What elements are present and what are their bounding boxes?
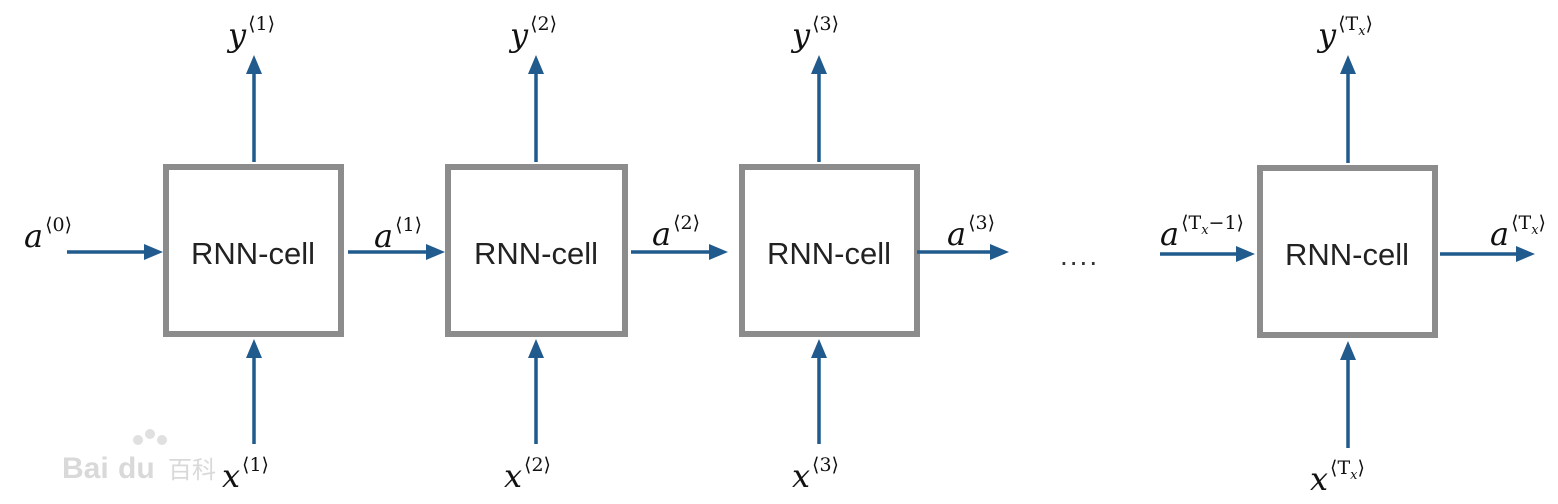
- watermark-paw-icon: [133, 435, 143, 445]
- cell-4: RNN-cell: [1257, 165, 1438, 338]
- hidden-arrow-1: [348, 244, 445, 260]
- label-a0: a ⟨0⟩: [24, 214, 72, 255]
- hidden-arrow-3: [917, 244, 1009, 260]
- watermark-paw-toe-icon: [145, 429, 155, 439]
- watermark-cn: 百科: [168, 456, 216, 484]
- arrow-up-icon: [1340, 341, 1356, 360]
- arrow-up-icon: [246, 339, 262, 358]
- output-arrow-2: [528, 55, 544, 162]
- label-y3: y ⟨3⟩: [790, 13, 839, 54]
- arrow-up-icon: [811, 55, 827, 74]
- cell-1-box: [163, 164, 344, 337]
- watermark-text: Bai: [62, 452, 109, 485]
- output-arrow-1: [246, 55, 262, 162]
- input-arrow-2: [528, 339, 544, 444]
- hidden-arrow-tx-1: [1160, 246, 1255, 262]
- arrow-right-icon: [1516, 246, 1535, 262]
- label-x3: x ⟨3⟩: [792, 454, 839, 495]
- label-y2: y ⟨2⟩: [508, 13, 557, 54]
- label-a3: a ⟨3⟩: [947, 212, 995, 253]
- label-y1: y ⟨1⟩: [226, 13, 275, 54]
- label-a2: a ⟨2⟩: [652, 212, 700, 253]
- ellipsis: ....: [1060, 240, 1099, 271]
- label-xtx: x ⟨Tx⟩: [1310, 457, 1365, 498]
- hidden-arrow-0: [67, 244, 163, 260]
- output-arrow-3: [811, 55, 827, 162]
- arrow-right-icon: [1236, 246, 1255, 262]
- arrow-up-icon: [528, 339, 544, 358]
- cell-3: RNN-cell: [739, 164, 920, 337]
- label-atx-1: a ⟨Tx−1⟩: [1160, 212, 1244, 253]
- arrow-right-icon: [709, 244, 728, 260]
- cell-3-box: [739, 164, 920, 337]
- cell-2-label: RNN-cell: [474, 236, 598, 271]
- label-atx: a ⟨Tx⟩: [1490, 212, 1546, 253]
- input-arrow-1: [246, 339, 262, 444]
- input-arrow-3: [811, 339, 827, 444]
- hidden-arrow-2: [631, 244, 728, 260]
- watermark-paw-text: du: [118, 452, 155, 485]
- cell-4-box: [1257, 165, 1438, 338]
- label-x2: x ⟨2⟩: [504, 454, 551, 495]
- cell-2: RNN-cell: [445, 164, 628, 337]
- arrow-up-icon: [528, 55, 544, 74]
- label-ytx: y ⟨Tx⟩: [1316, 13, 1373, 54]
- arrow-right-icon: [144, 244, 163, 260]
- arrow-up-icon: [1340, 55, 1356, 74]
- cell-4-label: RNN-cell: [1285, 237, 1409, 272]
- arrow-right-icon: [426, 244, 445, 260]
- watermark-paw-toe2-icon: [157, 435, 167, 445]
- label-a1: a ⟨1⟩: [374, 214, 422, 255]
- hidden-arrow-tx: [1440, 246, 1535, 262]
- cell-1-label: RNN-cell: [191, 236, 315, 271]
- cell-3-label: RNN-cell: [767, 236, 891, 271]
- output-arrow-4: [1340, 55, 1356, 163]
- input-arrow-4: [1340, 341, 1356, 448]
- arrow-right-icon: [990, 244, 1009, 260]
- arrow-up-icon: [246, 55, 262, 74]
- label-x1: x ⟨1⟩: [222, 454, 269, 495]
- cell-2-box: [445, 164, 628, 337]
- arrow-up-icon: [811, 339, 827, 358]
- cell-1: RNN-cell: [163, 164, 344, 337]
- baidu-watermark: Bai du 百科: [62, 429, 216, 485]
